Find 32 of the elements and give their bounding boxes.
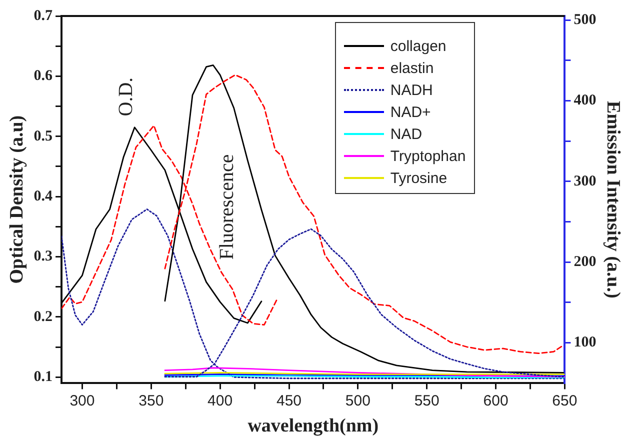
legend-label: elastin (390, 60, 434, 76)
x-tick-label: 600 (483, 392, 508, 410)
y-tick-label: 0.2 (34, 308, 53, 325)
y-tick-label: 0.7 (34, 8, 54, 24)
y2-tick-label: 400 (574, 92, 596, 109)
x-tick-label: 550 (414, 392, 440, 410)
y-tick-label: 0.5 (34, 128, 53, 144)
y-tick-label: 0.3 (34, 248, 53, 265)
legend-label: NADH (390, 82, 433, 98)
legend-label: NAD+ (390, 104, 431, 120)
legend-label: NAD (390, 126, 422, 142)
legend-label: Tyrosine (390, 170, 448, 186)
y2-tick-label: 200 (574, 254, 596, 270)
x-tick-label: 350 (138, 392, 164, 410)
legend-label: Tryptophan (390, 148, 466, 164)
x-tick-label: 400 (208, 392, 233, 410)
y2-tick-label: 500 (574, 12, 596, 28)
annotation: O.D. (115, 77, 138, 116)
x-tick-label: 500 (345, 392, 370, 410)
y2-tick-label: 100 (574, 334, 596, 351)
y2-tick-label: 300 (574, 173, 596, 190)
y2-axis-title: Emission Intensity (a.u.) (602, 100, 624, 298)
x-tick-label: 450 (276, 392, 302, 410)
x-tick-label: 300 (70, 392, 95, 410)
y-tick-label: 0.4 (34, 188, 54, 204)
x-axis-title: wavelength(nm) (248, 416, 379, 437)
y-tick-label: 0.1 (34, 369, 53, 386)
legend-label: collagen (390, 38, 446, 54)
annotation: Fluorescence (216, 154, 238, 260)
y-tick-label: 0.6 (34, 68, 54, 84)
x-tick-label: 650 (552, 392, 578, 410)
y-axis-title: Optical Density (a.u) (6, 115, 28, 284)
